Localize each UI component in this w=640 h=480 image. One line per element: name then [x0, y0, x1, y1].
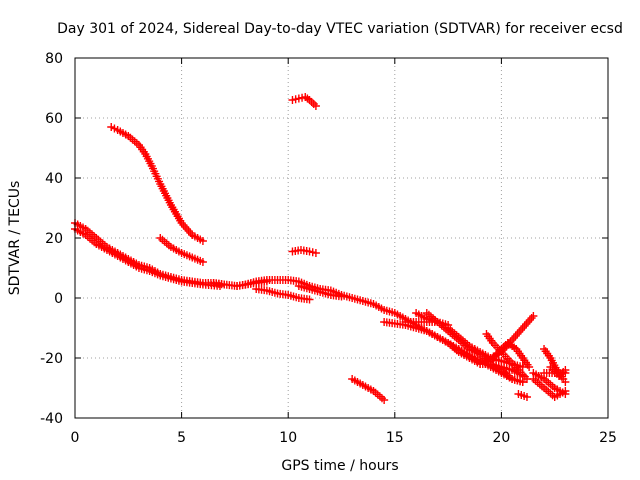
plus-markers — [486, 339, 534, 371]
series-end-22e — [546, 363, 570, 380]
y-tick-label: 80 — [45, 51, 63, 67]
axis-ticks: 0 5 10 15 20 25 -40 -20 0 20 40 60 80 — [40, 51, 617, 446]
plus-markers — [514, 390, 531, 401]
plus-markers — [529, 375, 570, 401]
plus-markers — [348, 375, 389, 404]
plus-markers — [288, 93, 320, 110]
series-main-band-a — [71, 219, 229, 289]
y-tick-label: -20 — [40, 351, 63, 367]
y-tick-label: 60 — [45, 111, 63, 127]
x-tick-label: 5 — [177, 430, 186, 446]
series-v-20 — [482, 330, 531, 383]
y-tick-label: 20 — [45, 231, 63, 247]
plus-markers — [546, 363, 570, 380]
y-tick-label: -40 — [40, 411, 63, 427]
series-end-21 — [514, 390, 531, 401]
series-gap-7-9 — [209, 277, 271, 290]
series-lower-13 — [348, 375, 389, 404]
series-mid-band-low2 — [294, 282, 346, 301]
data-marks — [71, 93, 570, 404]
x-axis-label: GPS time / hours — [281, 458, 398, 474]
plus-markers — [156, 234, 207, 266]
plus-markers — [209, 277, 271, 290]
series-mid-band-lower — [252, 285, 314, 304]
x-tick-label: 10 — [279, 430, 297, 446]
plus-markers — [482, 330, 531, 383]
series-peak-10-16 — [288, 246, 320, 257]
x-tick-label: 20 — [492, 430, 510, 446]
x-tick-label: 15 — [386, 430, 404, 446]
plus-markers — [71, 219, 229, 289]
series-end-22b — [529, 375, 570, 401]
x-tick-label: 25 — [599, 430, 617, 446]
chart-title: Day 301 of 2024, Sidereal Day-to-day VTE… — [57, 21, 623, 37]
plus-markers — [252, 285, 314, 304]
y-tick-label: 0 — [54, 291, 63, 307]
plus-markers — [288, 246, 320, 257]
series-rise-20b — [486, 339, 534, 371]
plus-markers — [107, 123, 207, 245]
y-axis-label: SDTVAR / TECUs — [7, 181, 23, 296]
y-tick-label: 40 — [45, 171, 63, 187]
series-arc-mid — [156, 234, 207, 266]
series-arc-high — [107, 123, 207, 245]
series-peak-10-66 — [288, 93, 320, 110]
plus-markers — [294, 282, 346, 301]
x-tick-label: 0 — [71, 430, 80, 446]
